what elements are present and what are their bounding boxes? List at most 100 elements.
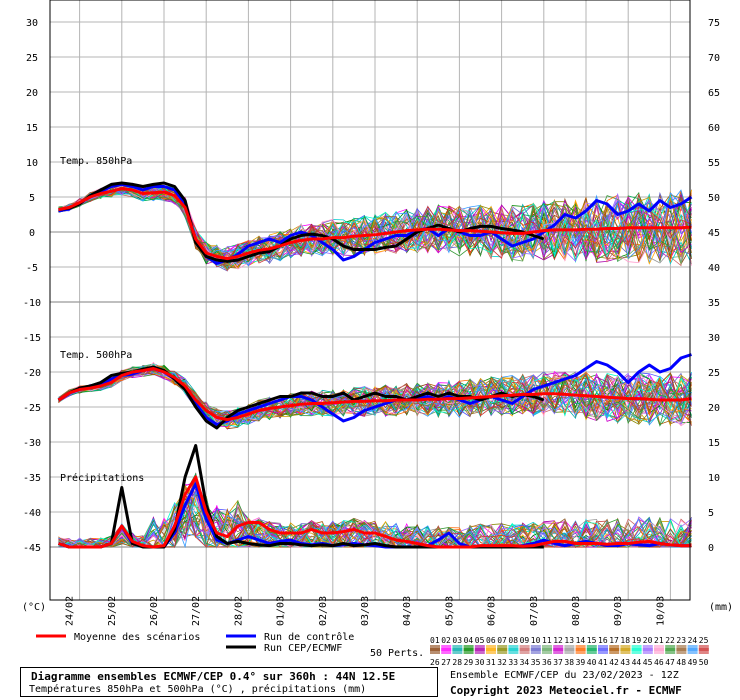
left-tick-2: 20 — [26, 88, 38, 99]
x-tick-8: 04/03 — [402, 596, 413, 626]
x-tick-6: 02/03 — [318, 596, 329, 626]
right-tick-8: 35 — [708, 298, 720, 309]
pert-id-05: 05 — [475, 636, 485, 645]
pert-swatch-45 — [642, 648, 653, 654]
pert-swatch-37 — [553, 648, 564, 654]
pert-id-28: 28 — [452, 658, 462, 667]
pert-swatch-49 — [687, 648, 698, 654]
pert-id-43: 43 — [620, 658, 630, 667]
pert-id-33: 33 — [508, 658, 518, 667]
pert-id-44: 44 — [632, 658, 642, 667]
left-tick-11: -25 — [23, 403, 41, 414]
pert-id-18: 18 — [620, 636, 630, 645]
pert-id-02: 02 — [441, 636, 451, 645]
pert-swatch-50 — [698, 648, 709, 654]
pert-500-49 — [58, 365, 692, 426]
right-tick-0: 75 — [708, 18, 720, 29]
left-tick-15: -45 — [23, 543, 41, 554]
pert-id-04: 04 — [464, 636, 474, 645]
pert-id-31: 31 — [486, 658, 496, 667]
pert-id-19: 19 — [632, 636, 642, 645]
series-ff0000-2 — [58, 475, 692, 549]
left-tick-7: -5 — [26, 263, 38, 274]
panel-label-850: Temp. 850hPa — [60, 156, 132, 167]
pert-id-47: 47 — [665, 658, 675, 667]
pert-id-17: 17 — [609, 636, 619, 645]
right-tick-3: 60 — [708, 123, 720, 134]
copyright: Copyright 2023 Meteociel.fr - ECMWF — [450, 684, 682, 697]
right-tick-14: 5 — [708, 508, 714, 519]
right-tick-2: 65 — [708, 88, 720, 99]
pert-swatch-32 — [497, 648, 508, 654]
pert-id-20: 20 — [643, 636, 653, 645]
x-tick-7: 03/03 — [360, 596, 371, 626]
pert-id-11: 11 — [542, 636, 552, 645]
x-tick-1: 25/02 — [107, 596, 118, 626]
pert-id-30: 30 — [475, 658, 485, 667]
pert-id-39: 39 — [576, 658, 586, 667]
pert-id-42: 42 — [609, 658, 619, 667]
pert-swatch-29 — [463, 648, 474, 654]
pert-id-35: 35 — [531, 658, 541, 667]
right-tick-6: 45 — [708, 228, 720, 239]
pert-swatch-33 — [508, 648, 519, 654]
legend-perts-label: 50 Perts. — [370, 648, 424, 659]
pert-id-13: 13 — [564, 636, 574, 645]
left-axis-ticks: 30 25 20 15 10 5 0 -5 -10 -15 -20 -25 -30 -35 -40 -45 — [23, 18, 41, 554]
pert-id-27: 27 — [441, 658, 451, 667]
x-tick-5: 01/03 — [276, 596, 287, 626]
right-tick-4: 55 — [708, 158, 720, 169]
x-tick-12: 08/03 — [571, 596, 582, 626]
x-tick-0: 24/02 — [65, 596, 76, 626]
pert-id-32: 32 — [497, 658, 507, 667]
pert-id-09: 09 — [520, 636, 530, 645]
pert-swatch-48 — [676, 648, 687, 654]
pert-id-08: 08 — [508, 636, 518, 645]
pert-id-21: 21 — [654, 636, 664, 645]
x-tick-2: 26/02 — [149, 596, 160, 626]
panel-label-precip: Précipitations — [60, 472, 144, 484]
pert-swatch-47 — [665, 648, 676, 654]
pert-id-25: 25 — [699, 636, 709, 645]
pert-id-45: 45 — [643, 658, 653, 667]
pert-id-26: 26 — [430, 658, 440, 667]
pert-id-48: 48 — [676, 658, 686, 667]
pert-id-49: 49 — [688, 658, 698, 667]
left-axis-unit: (°C) — [22, 602, 46, 613]
pert-id-46: 46 — [654, 658, 664, 667]
legend-run-label: Run CEP/ECMWF — [264, 643, 342, 654]
x-tick-10: 06/03 — [487, 596, 498, 626]
pert-swatch-28 — [452, 648, 463, 654]
pert-id-06: 06 — [486, 636, 496, 645]
pert-swatch-35 — [530, 648, 541, 654]
pert-850-37 — [58, 185, 692, 261]
panel-label-500: Temp. 500hPa — [60, 350, 132, 361]
series-0000ff-0 — [58, 182, 693, 265]
pert-500-42 — [58, 368, 692, 422]
pert-swatch-44 — [631, 648, 642, 654]
x-tick-4: 28/02 — [233, 596, 244, 626]
pert-swatch-36 — [542, 648, 552, 654]
left-tick-12: -30 — [23, 438, 41, 449]
x-tick-14: 10/03 — [655, 596, 666, 626]
pert-swatch-42 — [609, 648, 620, 654]
pert-id-23: 23 — [676, 636, 686, 645]
right-axis-unit: (mm) — [709, 602, 733, 613]
x-tick-13: 09/03 — [613, 596, 624, 626]
series-ff0000-1 — [57, 367, 692, 422]
main-series — [57, 181, 693, 549]
run-info: Ensemble ECMWF/CEP du 23/02/2023 - 12Z — [450, 670, 679, 681]
pert-id-15: 15 — [587, 636, 597, 645]
right-tick-5: 50 — [708, 193, 720, 204]
plot-frame — [49, 0, 691, 601]
left-tick-13: -35 — [23, 473, 41, 484]
left-tick-1: 25 — [26, 53, 38, 64]
right-tick-1: 70 — [708, 53, 720, 64]
pert-id-10: 10 — [531, 636, 541, 645]
left-tick-5: 5 — [29, 193, 35, 204]
x-axis-ticks: 24/02 25/02 26/02 27/02 28/02 01/03 02/03 03/03… — [65, 596, 667, 626]
pert-swatch-39 — [575, 648, 586, 654]
pert-id-07: 07 — [497, 636, 507, 645]
